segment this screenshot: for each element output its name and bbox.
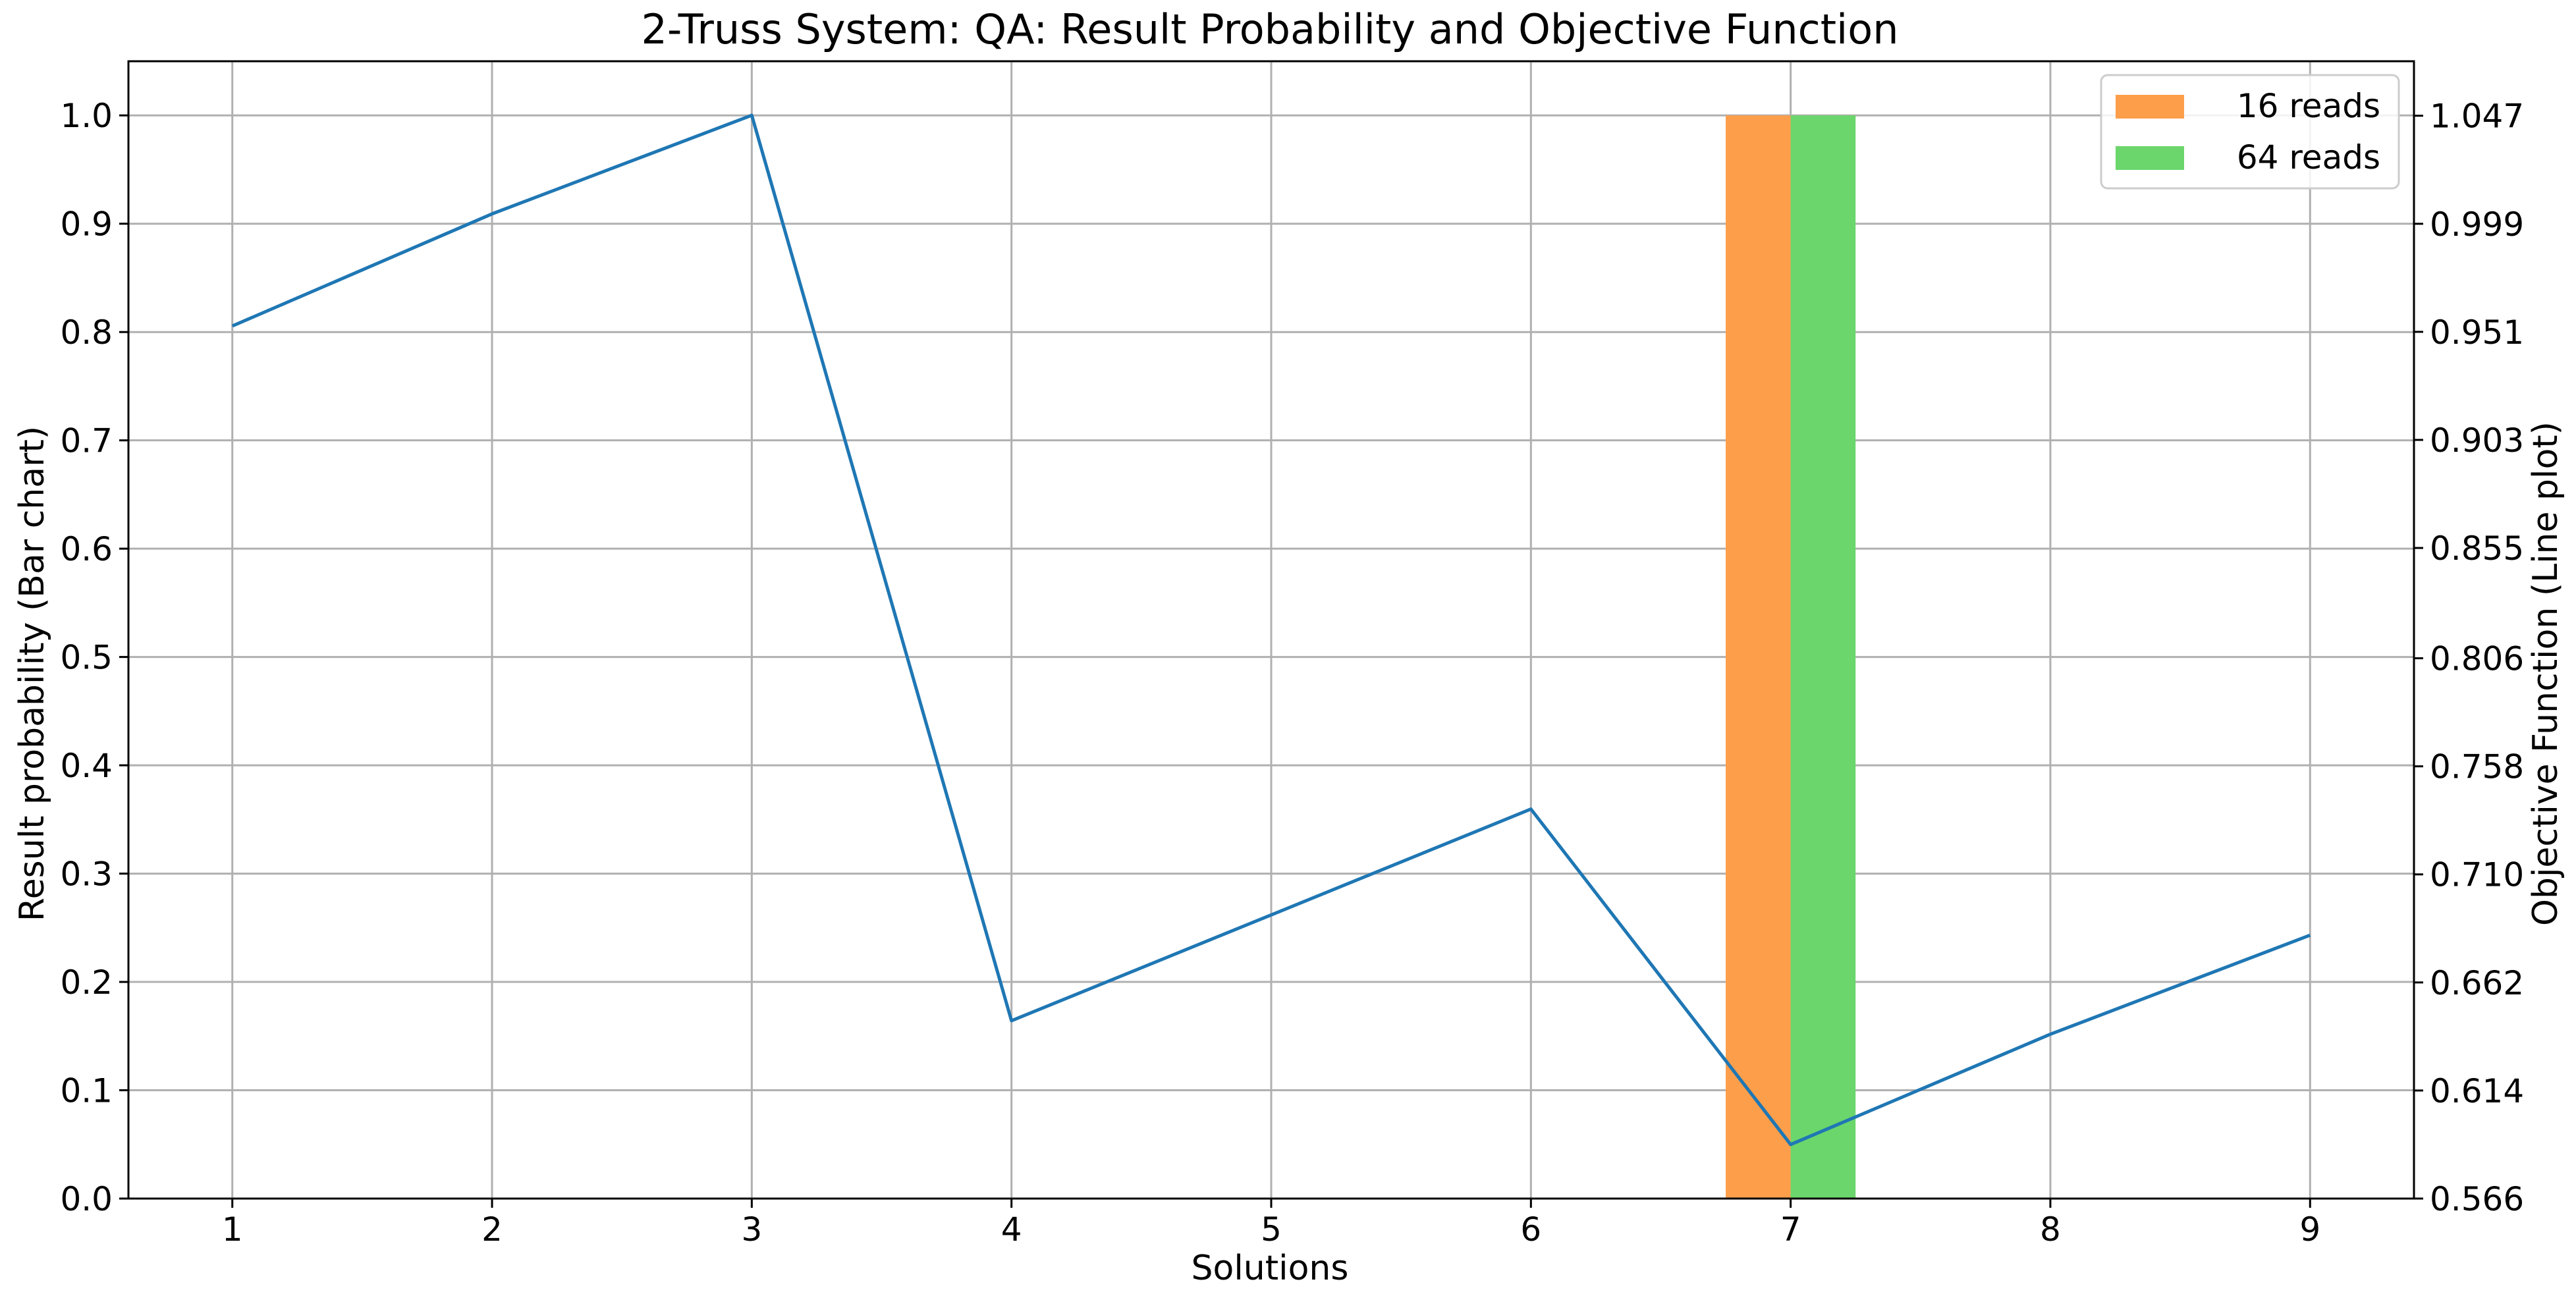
y2-tick-label: 0.614: [2430, 1072, 2524, 1110]
y2-tick-label: 0.806: [2430, 640, 2524, 678]
y2-axis-label: Objective Function (Line plot): [2526, 421, 2565, 926]
y2-tick-label: 0.662: [2430, 964, 2524, 1002]
x-tick-label: 6: [1520, 1210, 1541, 1249]
y-tick-label: 1.0: [60, 97, 113, 135]
y-tick-label: 0.8: [60, 313, 113, 352]
chart-title: 2-Truss System: QA: Result Probability a…: [642, 5, 1899, 53]
x-tick-label: 8: [2040, 1210, 2061, 1249]
line-layer: [231, 113, 2311, 1147]
legend-label: 64 reads: [2237, 138, 2380, 176]
y2-tick-label: 0.999: [2430, 205, 2524, 244]
x-tick-label: 9: [2299, 1210, 2320, 1249]
x-tick-label: 4: [1001, 1210, 1022, 1249]
legend-label: 16 reads: [2237, 87, 2380, 125]
y-tick-label: 0.7: [60, 422, 113, 460]
y2-tick-label: 1.047: [2430, 97, 2524, 136]
y2-tick-label: 0.758: [2430, 748, 2524, 786]
bar-16-reads-solution-7: [1726, 115, 1791, 1199]
y-tick-label: 0.2: [60, 963, 113, 1002]
y-tick-label: 0.6: [60, 530, 113, 568]
x-axis: 1 2 3 4 5 6 7 8 9: [222, 1199, 2320, 1249]
y2-tick-label: 0.903: [2430, 421, 2524, 460]
y-tick-label: 0.1: [60, 1072, 113, 1110]
bar-layer: [1726, 115, 1856, 1199]
objective-function-line: [231, 113, 2311, 1147]
y2-tick-label: 0.566: [2430, 1180, 2524, 1218]
y-tick-label: 0.4: [60, 747, 113, 785]
y2-tick-label: 0.710: [2430, 856, 2524, 894]
y2-tick-label: 0.951: [2430, 313, 2524, 352]
x-tick-label: 3: [741, 1210, 762, 1249]
y-axis-left: 0.0 0.1 0.2 0.3 0.4 0.5 0.6 0.7 0.8 0.9 1.0: [60, 97, 128, 1218]
y-tick-label: 0.0: [60, 1180, 113, 1218]
bar-64-reads-solution-7: [1790, 115, 1856, 1199]
y2-tick-label: 0.855: [2430, 529, 2524, 568]
y-tick-label: 0.9: [60, 205, 113, 244]
y-axis-label: Result probability (Bar chart): [13, 426, 52, 921]
legend: 16 reads 64 reads: [2100, 74, 2400, 190]
grid-layer: [128, 61, 2414, 1200]
y-tick-label: 0.3: [60, 855, 113, 894]
y-tick-label: 0.5: [60, 639, 113, 677]
x-tick-label: 5: [1261, 1210, 1282, 1249]
x-axis-label: Solutions: [1192, 1249, 1349, 1288]
legend-swatch: [2116, 146, 2184, 170]
x-tick-label: 7: [1780, 1210, 1801, 1249]
x-tick-label: 1: [222, 1210, 243, 1249]
x-tick-label: 2: [481, 1210, 503, 1249]
y-axis-right: 0.566 0.614 0.662 0.710 0.758 0.806 0.855 0.903…: [2414, 97, 2524, 1218]
legend-swatch: [2116, 95, 2184, 119]
